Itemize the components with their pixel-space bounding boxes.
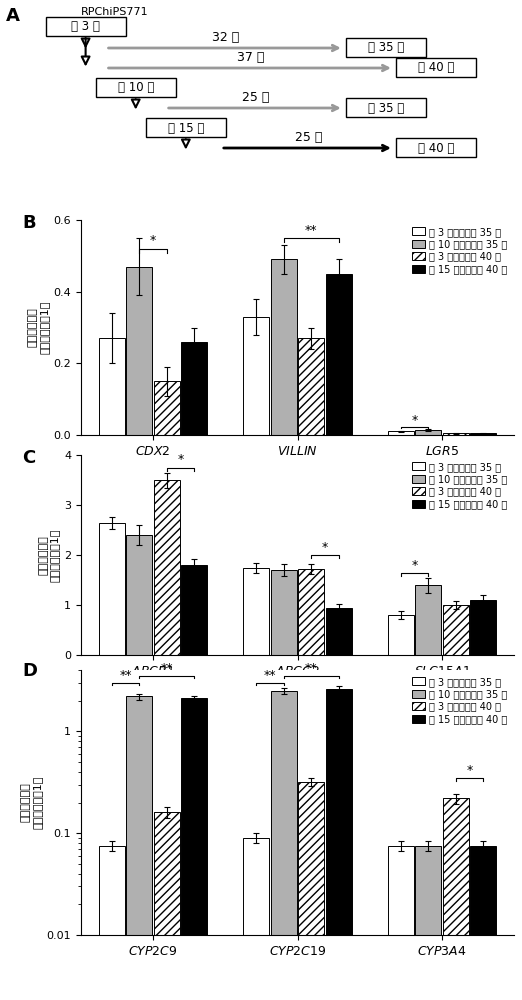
Bar: [443, 798, 469, 1000]
Bar: [181, 342, 207, 435]
Bar: [99, 338, 125, 435]
Bar: [470, 433, 496, 435]
Text: **: **: [120, 669, 132, 682]
Bar: [298, 338, 324, 435]
Text: 第 3 天: 第 3 天: [71, 20, 100, 33]
Bar: [415, 846, 441, 1000]
Bar: [99, 523, 125, 655]
Bar: [126, 696, 152, 1000]
Text: B: B: [22, 214, 36, 232]
FancyArrowPatch shape: [82, 38, 89, 46]
Text: **: **: [305, 224, 317, 237]
Text: *: *: [466, 764, 472, 777]
Bar: [443, 433, 469, 435]
FancyBboxPatch shape: [96, 78, 176, 97]
Text: 第 35 天: 第 35 天: [368, 41, 405, 54]
Text: **: **: [264, 669, 276, 682]
Text: 25 天: 25 天: [242, 91, 270, 104]
Bar: [470, 600, 496, 655]
FancyBboxPatch shape: [346, 38, 426, 57]
Text: 第 10 天: 第 10 天: [117, 81, 154, 94]
Y-axis label: 相对基因表达
（成人的肠＝1）: 相对基因表达 （成人的肠＝1）: [38, 528, 60, 582]
Text: 第 40 天: 第 40 天: [418, 141, 455, 154]
Bar: [126, 267, 152, 435]
Bar: [470, 846, 496, 1000]
Bar: [243, 317, 269, 435]
Y-axis label: 相对基因表达
（成人的肠＝1）: 相对基因表达 （成人的肠＝1）: [21, 776, 42, 829]
Legend: 第 3 天原种－第 35 天, 第 10 天原种－第 35 天, 第 3 天原种－第 40 天, 第 15 天原种－第 40 天: 第 3 天原种－第 35 天, 第 10 天原种－第 35 天, 第 3 天原种…: [410, 225, 509, 276]
FancyArrowPatch shape: [82, 38, 89, 64]
Text: **: **: [305, 662, 317, 675]
FancyBboxPatch shape: [45, 17, 126, 36]
Bar: [443, 605, 469, 655]
Text: 37 天: 37 天: [238, 51, 265, 64]
Text: 第 40 天: 第 40 天: [418, 61, 455, 74]
Bar: [388, 846, 414, 1000]
Bar: [181, 565, 207, 655]
Bar: [326, 607, 352, 655]
Bar: [154, 480, 180, 655]
FancyBboxPatch shape: [346, 98, 426, 117]
Text: 25 天: 25 天: [295, 131, 322, 144]
Bar: [99, 846, 125, 1000]
Text: 32 天: 32 天: [212, 31, 240, 44]
Bar: [126, 535, 152, 655]
Text: *: *: [322, 541, 328, 554]
Bar: [388, 615, 414, 655]
Text: **: **: [161, 662, 173, 675]
FancyArrowPatch shape: [132, 99, 139, 107]
Bar: [298, 569, 324, 655]
Bar: [271, 259, 297, 435]
Text: C: C: [22, 449, 35, 467]
Bar: [154, 381, 180, 435]
Y-axis label: 相对基因表达
（成人的肠＝1）: 相对基因表达 （成人的肠＝1）: [28, 301, 49, 354]
FancyBboxPatch shape: [396, 58, 477, 77]
Bar: [271, 691, 297, 1000]
Legend: 第 3 天原种－第 35 天, 第 10 天原种－第 35 天, 第 3 天原种－第 40 天, 第 15 天原种－第 40 天: 第 3 天原种－第 35 天, 第 10 天原种－第 35 天, 第 3 天原种…: [410, 675, 509, 726]
FancyBboxPatch shape: [146, 118, 226, 137]
Bar: [154, 812, 180, 1000]
Bar: [415, 430, 441, 435]
Bar: [298, 782, 324, 1000]
Text: *: *: [411, 559, 418, 572]
Text: 第 35 天: 第 35 天: [368, 102, 405, 114]
Bar: [326, 689, 352, 1000]
Legend: 第 3 天原种－第 35 天, 第 10 天原种－第 35 天, 第 3 天原种－第 40 天, 第 15 天原种－第 40 天: 第 3 天原种－第 35 天, 第 10 天原种－第 35 天, 第 3 天原种…: [410, 460, 509, 511]
Bar: [181, 698, 207, 1000]
Bar: [243, 568, 269, 655]
Bar: [243, 838, 269, 1000]
Text: D: D: [22, 662, 38, 680]
Text: *: *: [150, 234, 156, 247]
FancyBboxPatch shape: [396, 138, 477, 157]
Bar: [388, 431, 414, 435]
FancyArrowPatch shape: [182, 139, 189, 147]
Text: 第 15 天: 第 15 天: [168, 121, 204, 134]
Text: *: *: [177, 453, 184, 466]
Text: RPChiPS771: RPChiPS771: [80, 7, 148, 17]
Bar: [415, 585, 441, 655]
Text: A: A: [5, 7, 19, 25]
Bar: [326, 274, 352, 435]
Text: *: *: [411, 414, 418, 427]
Bar: [271, 570, 297, 655]
